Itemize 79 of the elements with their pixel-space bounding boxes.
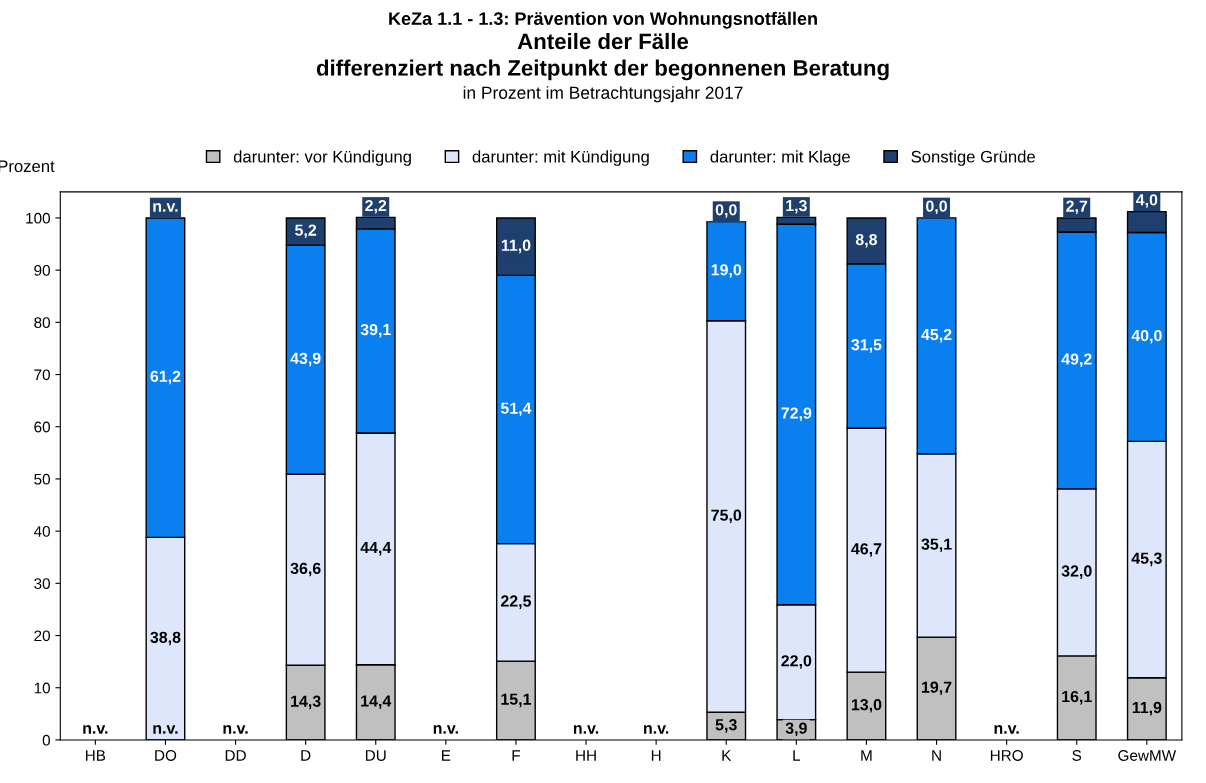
y-tick-label: 30: [34, 578, 50, 590]
data-label: 72,9: [781, 407, 812, 422]
legend-label: darunter: mit Klage: [710, 150, 850, 166]
text: n.v.: [644, 725, 669, 734]
data-label: 45,2: [921, 328, 952, 343]
data-label: 11,0: [501, 239, 531, 254]
data-label: 75,0: [711, 509, 742, 524]
data-label: 32,0: [1061, 565, 1092, 579]
x-tick-label: DO: [155, 750, 177, 761]
y-tick-label: 0: [42, 734, 50, 746]
text: n.v.: [83, 725, 108, 734]
data-label: 61,2: [150, 370, 181, 385]
data-label: 13,0: [851, 698, 882, 713]
legend-label: darunter: mit Kündigung: [472, 150, 649, 166]
x-tick-label: M: [861, 750, 872, 761]
data-label: 8,8: [855, 233, 878, 248]
data-label: 46,7: [851, 543, 882, 557]
x-tick-label: E: [442, 750, 451, 761]
y-tick-label: 80: [34, 317, 50, 329]
data-label: 22,5: [500, 595, 532, 609]
text: n.v.: [433, 725, 458, 734]
y-tick-label: 60: [34, 421, 50, 433]
y-tick-label: 100: [26, 212, 50, 224]
y-tick-label: 50: [34, 473, 50, 485]
x-tick-label: S: [1072, 750, 1082, 761]
data-label: 31,5: [851, 339, 882, 353]
data-label: 49,2: [1061, 353, 1092, 368]
data-label: 14,3: [291, 695, 321, 710]
x-tick-label: GewMW: [1118, 750, 1177, 761]
data-label: 51,4: [500, 402, 532, 417]
data-label: 39,1: [360, 323, 391, 338]
data-label: 1,3: [786, 199, 807, 214]
data-label: 43,9: [290, 352, 321, 367]
data-label: 19,7: [922, 681, 952, 696]
data-label: 45,3: [1131, 552, 1162, 567]
text: n.v.: [994, 725, 1019, 734]
text: n.v.: [573, 725, 599, 734]
text: n.v.: [153, 725, 178, 734]
data-label: 22,0: [781, 655, 812, 669]
data-label: 36,6: [290, 562, 321, 577]
data-label: 44,4: [360, 542, 392, 556]
text: n.v.: [153, 203, 178, 212]
x-tick-label: F: [512, 750, 520, 761]
data-label: 0,0: [926, 200, 947, 215]
x-tick-label: HB: [85, 750, 106, 761]
data-label: 15,1: [501, 693, 532, 708]
data-label: 11,9: [1132, 701, 1162, 716]
data-label: 4,0: [1135, 194, 1158, 208]
x-tick-label: D: [301, 750, 311, 761]
data-label: 40,0: [1131, 329, 1162, 344]
data-label: 35,1: [921, 538, 952, 553]
x-tick-label: H: [651, 750, 661, 761]
chart-title: KeZa 1.1 - 1.3: Prävention von Wohnungsnotfällen Anteile der Fälle differenziert nach Zeitpunkt der begonnenen Beratung: [316, 11, 889, 81]
data-label: 2,7: [1066, 200, 1088, 215]
data-label: 5,2: [295, 224, 317, 239]
data-label: 3,9: [785, 722, 807, 737]
x-tick-label: L: [793, 750, 801, 761]
y-tick-label: 40: [33, 526, 50, 537]
data-label: 19,0: [711, 264, 742, 278]
text: n.v.: [223, 725, 248, 734]
y-tick-label: 70: [34, 369, 50, 381]
data-label: 38,8: [150, 631, 181, 646]
data-label: 14,4: [361, 695, 392, 709]
x-tick-label: HRO: [990, 750, 1023, 761]
x-tick-label: HH: [576, 750, 596, 761]
x-tick-label: K: [722, 750, 732, 761]
y-tick-label: 20: [34, 630, 50, 642]
x-tick-label: DD: [225, 750, 246, 761]
legend-label: darunter: vor Kündigung: [233, 150, 411, 166]
data-label: 0,0: [715, 204, 737, 218]
data-label: 16,1: [1062, 690, 1092, 705]
x-tick-label: N: [932, 750, 941, 761]
legend-label: Sonstige Gründe: [911, 150, 1035, 166]
data-label: 5,3: [715, 719, 737, 733]
chart-subtitle: in Prozent im Betrachtungsjahr 2017: [463, 86, 743, 103]
data-label: 2,2: [365, 199, 387, 214]
y-tick-label: 10: [34, 682, 50, 694]
x-tick-label: DU: [365, 750, 386, 761]
y-tick-label: 90: [34, 265, 50, 276]
